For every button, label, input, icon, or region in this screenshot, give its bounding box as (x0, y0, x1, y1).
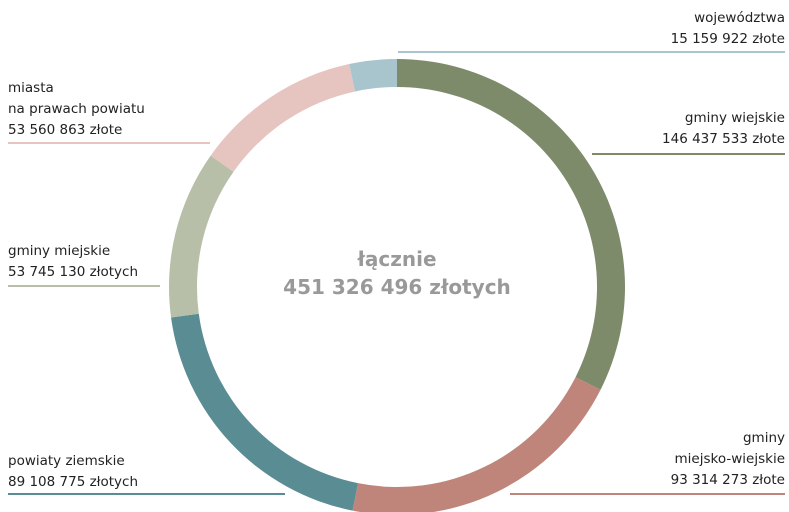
donut-segment (171, 313, 359, 511)
donut-segment (210, 64, 356, 172)
label-name: gminy miejsko-wiejskie (674, 430, 785, 467)
label-value: 53 560 863 złote (8, 122, 123, 138)
label-value: 15 159 922 złote (670, 31, 785, 47)
donut-segment (349, 59, 397, 92)
donut-segment (169, 155, 234, 318)
donut-segment (352, 377, 601, 512)
label-name: województwa (694, 10, 785, 26)
label-value: 53 745 130 złotych (8, 264, 139, 280)
label-name: miasta na prawach powiatu (8, 80, 145, 117)
label-name: powiaty ziemskie (8, 453, 125, 469)
label-name: gminy wiejskie (684, 110, 785, 126)
label-value: 146 437 533 złote (662, 131, 785, 147)
center-total: 451 326 496 złotych (283, 275, 511, 299)
label-name: gminy miejskie (8, 243, 111, 259)
donut-segment (397, 59, 626, 390)
center-title: łącznie (357, 247, 437, 271)
label-value: 89 108 775 złotych (8, 474, 139, 490)
label-value: 93 314 273 złote (670, 472, 785, 488)
